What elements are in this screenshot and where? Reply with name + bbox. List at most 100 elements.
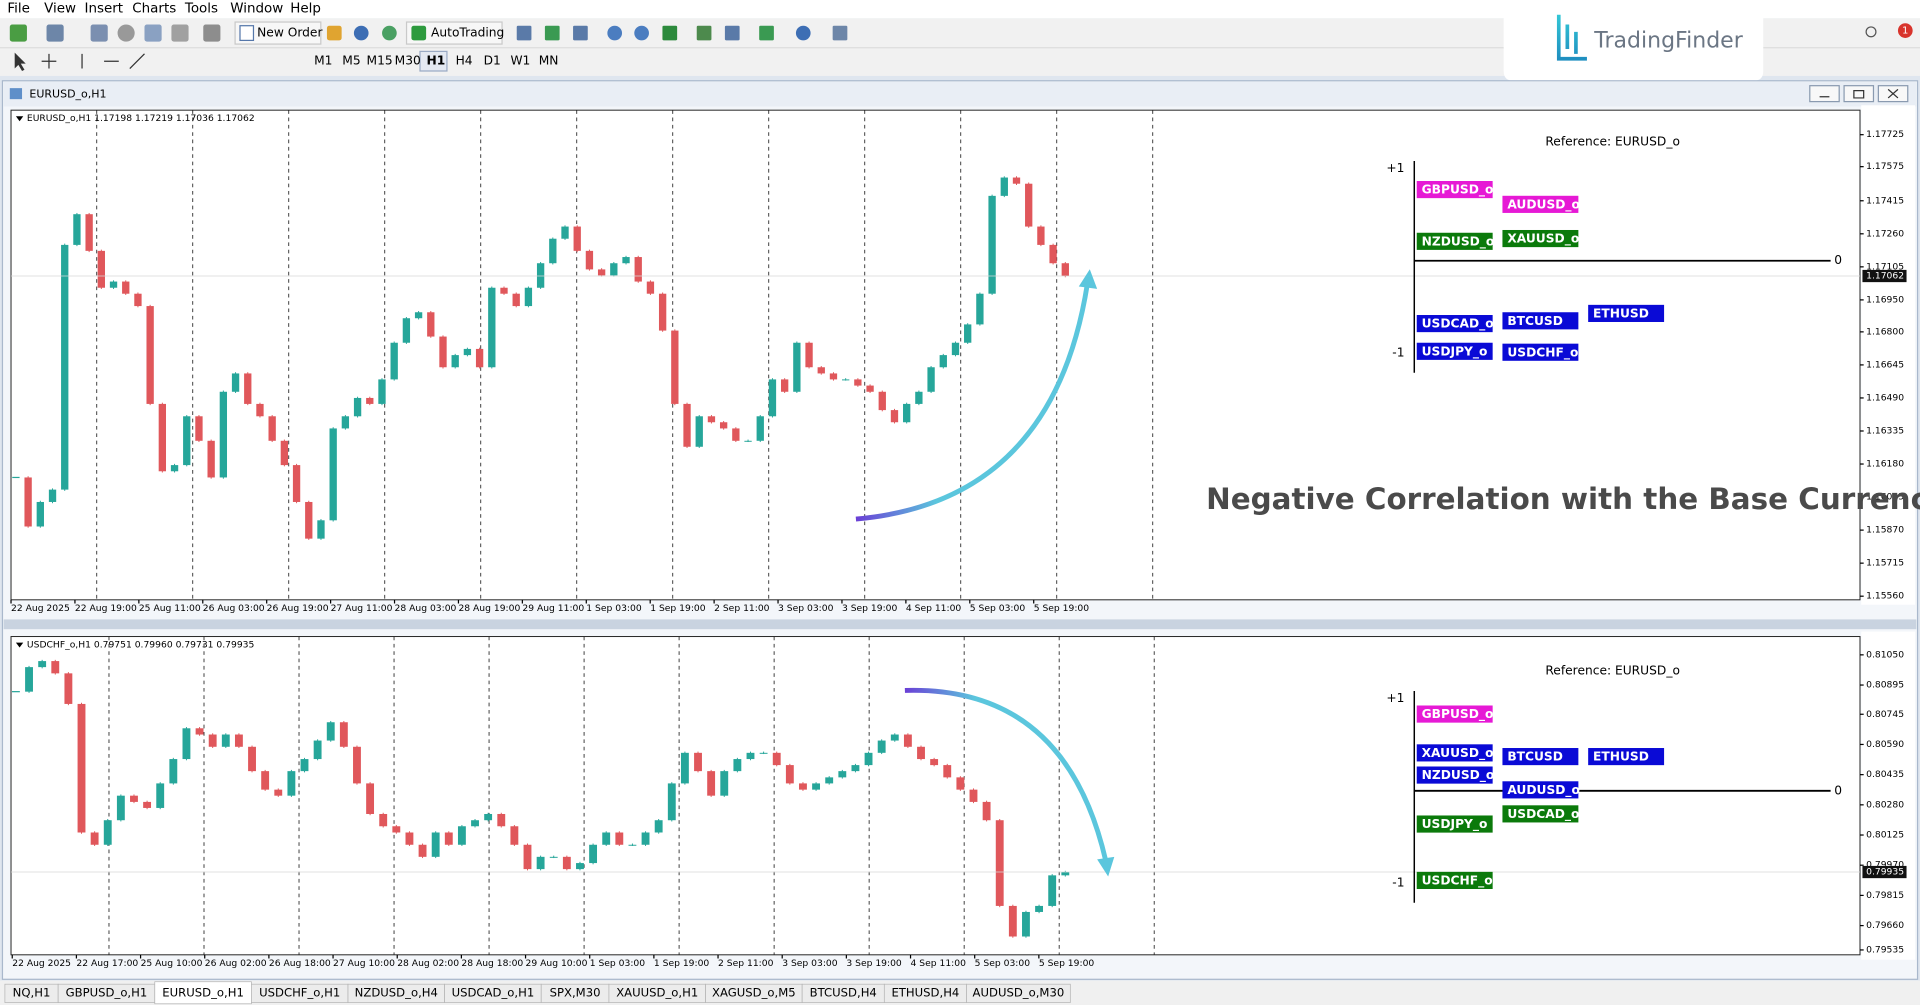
splitter[interactable] — [3, 619, 1917, 630]
cursor-icon[interactable] — [14, 52, 26, 71]
tab-label: NQ,H1 — [13, 985, 51, 999]
icon[interactable] — [9, 24, 27, 42]
notification-badge[interactable] — [1897, 23, 1913, 38]
icon[interactable] — [832, 25, 848, 41]
correlation-label: AUDUSD_o — [1507, 197, 1580, 212]
y-tick-label: 0.80280 — [1866, 799, 1904, 810]
candle — [90, 832, 99, 845]
icon[interactable] — [634, 25, 649, 41]
x-tick-label: 5 Sep 19:00 — [1034, 603, 1090, 614]
icon[interactable] — [544, 25, 560, 41]
candle — [864, 752, 873, 766]
scale-label: -1 — [1392, 876, 1404, 890]
candle — [1022, 911, 1030, 937]
candle — [339, 722, 348, 747]
candle — [268, 416, 276, 441]
icon[interactable] — [573, 25, 588, 41]
tab[interactable] — [966, 983, 1071, 1003]
search-icon[interactable] — [1865, 26, 1877, 38]
candle — [903, 734, 912, 747]
icon[interactable] — [171, 24, 189, 42]
icon[interactable] — [662, 25, 678, 41]
candle — [256, 403, 264, 417]
menu-item[interactable]: Tools — [184, 2, 218, 17]
timeframe-button[interactable]: W1 — [510, 54, 530, 68]
candle — [1008, 905, 1017, 937]
icon[interactable] — [144, 24, 162, 42]
icon[interactable] — [353, 25, 369, 41]
candle — [122, 281, 130, 294]
x-tick-label: 28 Aug 02:00 — [397, 958, 459, 969]
candle — [427, 312, 435, 337]
icon[interactable] — [759, 25, 774, 41]
candle — [444, 832, 453, 845]
correlation-box — [1416, 705, 1493, 723]
y-tick-label: 0.80590 — [1866, 739, 1904, 750]
candle — [231, 373, 240, 392]
candle — [497, 813, 506, 827]
new-order-button[interactable] — [234, 21, 322, 45]
candle — [746, 752, 755, 760]
x-tick-label: 1 Sep 19:00 — [650, 603, 706, 614]
trend-arrow — [904, 687, 1109, 862]
menu-item[interactable]: File — [7, 2, 30, 17]
candle — [597, 269, 606, 276]
x-tick-label: 22 Aug 2025 — [11, 603, 70, 614]
timeframe-button[interactable]: M15 — [367, 54, 393, 68]
line-tools[interactable] — [81, 53, 145, 69]
icon[interactable] — [795, 25, 811, 41]
timeframe-button[interactable]: M5 — [342, 54, 360, 68]
candle — [195, 416, 203, 441]
candle — [964, 324, 972, 343]
candle — [156, 783, 165, 808]
icon[interactable] — [696, 25, 712, 41]
tab-label: EURUSD_o,H1 — [162, 985, 244, 999]
menu-item[interactable]: Help — [290, 2, 321, 17]
candle — [1061, 872, 1070, 876]
icon[interactable] — [90, 24, 108, 42]
candle — [61, 244, 69, 490]
icon[interactable] — [203, 24, 221, 42]
candle — [890, 734, 899, 741]
timeframe-button[interactable]: H4 — [456, 54, 473, 68]
y-tick-label: 1.16490 — [1866, 392, 1904, 403]
timeframe-button[interactable]: H1 — [427, 54, 446, 68]
correlation-box — [1416, 766, 1493, 784]
candle — [1025, 183, 1033, 227]
candle — [680, 752, 689, 784]
candle — [956, 777, 965, 790]
icon[interactable] — [516, 25, 532, 41]
candle — [431, 832, 440, 857]
candle — [759, 752, 768, 754]
menu-item[interactable]: Window — [230, 2, 283, 17]
timeframe-button[interactable]: D1 — [484, 54, 501, 68]
correlation-label: BTCUSD — [1507, 314, 1563, 328]
candle — [326, 722, 335, 741]
minimize-button[interactable] — [1809, 85, 1840, 103]
x-tick-label: 2 Sep 11:00 — [718, 958, 774, 969]
icon[interactable] — [46, 24, 64, 42]
candle — [982, 801, 991, 821]
menu-item[interactable]: Charts — [132, 2, 176, 17]
candle — [719, 422, 728, 429]
timeframe-button[interactable]: MN — [539, 54, 559, 68]
candle — [951, 342, 960, 356]
icon[interactable] — [724, 25, 740, 41]
icon[interactable] — [382, 25, 397, 41]
candle — [261, 771, 270, 790]
icon[interactable] — [607, 25, 623, 41]
autotrading-button[interactable] — [405, 21, 503, 45]
icon[interactable] — [326, 25, 342, 41]
crosshair-icon[interactable] — [41, 53, 57, 69]
x-tick-label: 3 Sep 03:00 — [778, 603, 834, 614]
scale-label: +1 — [1386, 161, 1404, 175]
correlation-box — [1416, 181, 1493, 199]
candle — [221, 734, 230, 747]
menu-item[interactable]: View — [44, 2, 76, 17]
maximize-button[interactable] — [1843, 85, 1875, 103]
icon[interactable] — [117, 24, 135, 42]
timeframe-button[interactable]: M30 — [395, 54, 421, 68]
candle — [780, 379, 789, 392]
timeframe-button[interactable]: M1 — [314, 54, 332, 68]
menu-item[interactable]: Insert — [84, 2, 123, 17]
